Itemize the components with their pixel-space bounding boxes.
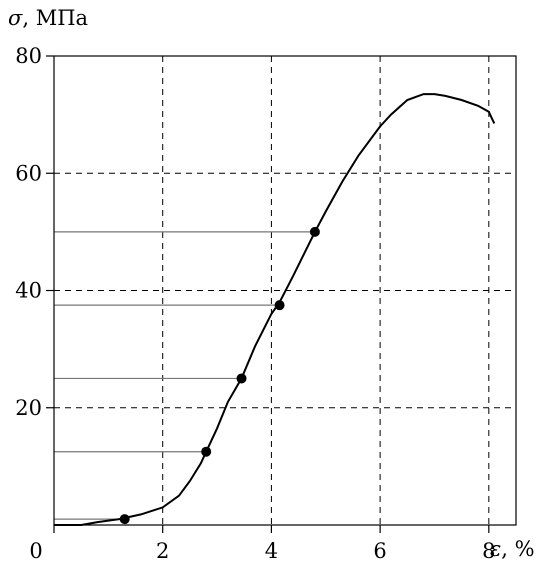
x-axis-symbol: ε bbox=[490, 537, 501, 561]
y-axis-unit: , МПа bbox=[22, 6, 88, 30]
x-axis-unit: , % bbox=[501, 537, 534, 561]
x-tick-label: 4 bbox=[265, 539, 278, 563]
x-tick-label: 0 bbox=[29, 539, 42, 563]
data-point bbox=[119, 514, 130, 525]
y-axis-title: σ, МПа bbox=[8, 6, 88, 30]
data-markers bbox=[119, 226, 320, 525]
y-tick-label: 40 bbox=[15, 279, 42, 303]
data-point bbox=[309, 226, 320, 237]
y-tick-label: 20 bbox=[15, 396, 42, 420]
y-tick-label: 80 bbox=[15, 44, 42, 68]
tick-labels: 0 2 4 6 8 20 40 60 80 bbox=[15, 44, 495, 563]
data-point bbox=[274, 300, 285, 311]
data-curve bbox=[54, 93, 496, 526]
y-axis-symbol: σ bbox=[8, 6, 23, 30]
data-point bbox=[236, 373, 247, 384]
axis-ticks bbox=[46, 55, 490, 533]
x-tick-label: 8 bbox=[482, 539, 495, 563]
x-tick-label: 6 bbox=[373, 539, 386, 563]
y-tick-label: 60 bbox=[15, 161, 42, 185]
leader-lines bbox=[54, 231, 315, 520]
x-axis-title: ε, % bbox=[490, 537, 535, 561]
data-point bbox=[201, 446, 212, 457]
x-tick-label: 2 bbox=[156, 539, 169, 563]
plot-frame bbox=[53, 55, 517, 526]
